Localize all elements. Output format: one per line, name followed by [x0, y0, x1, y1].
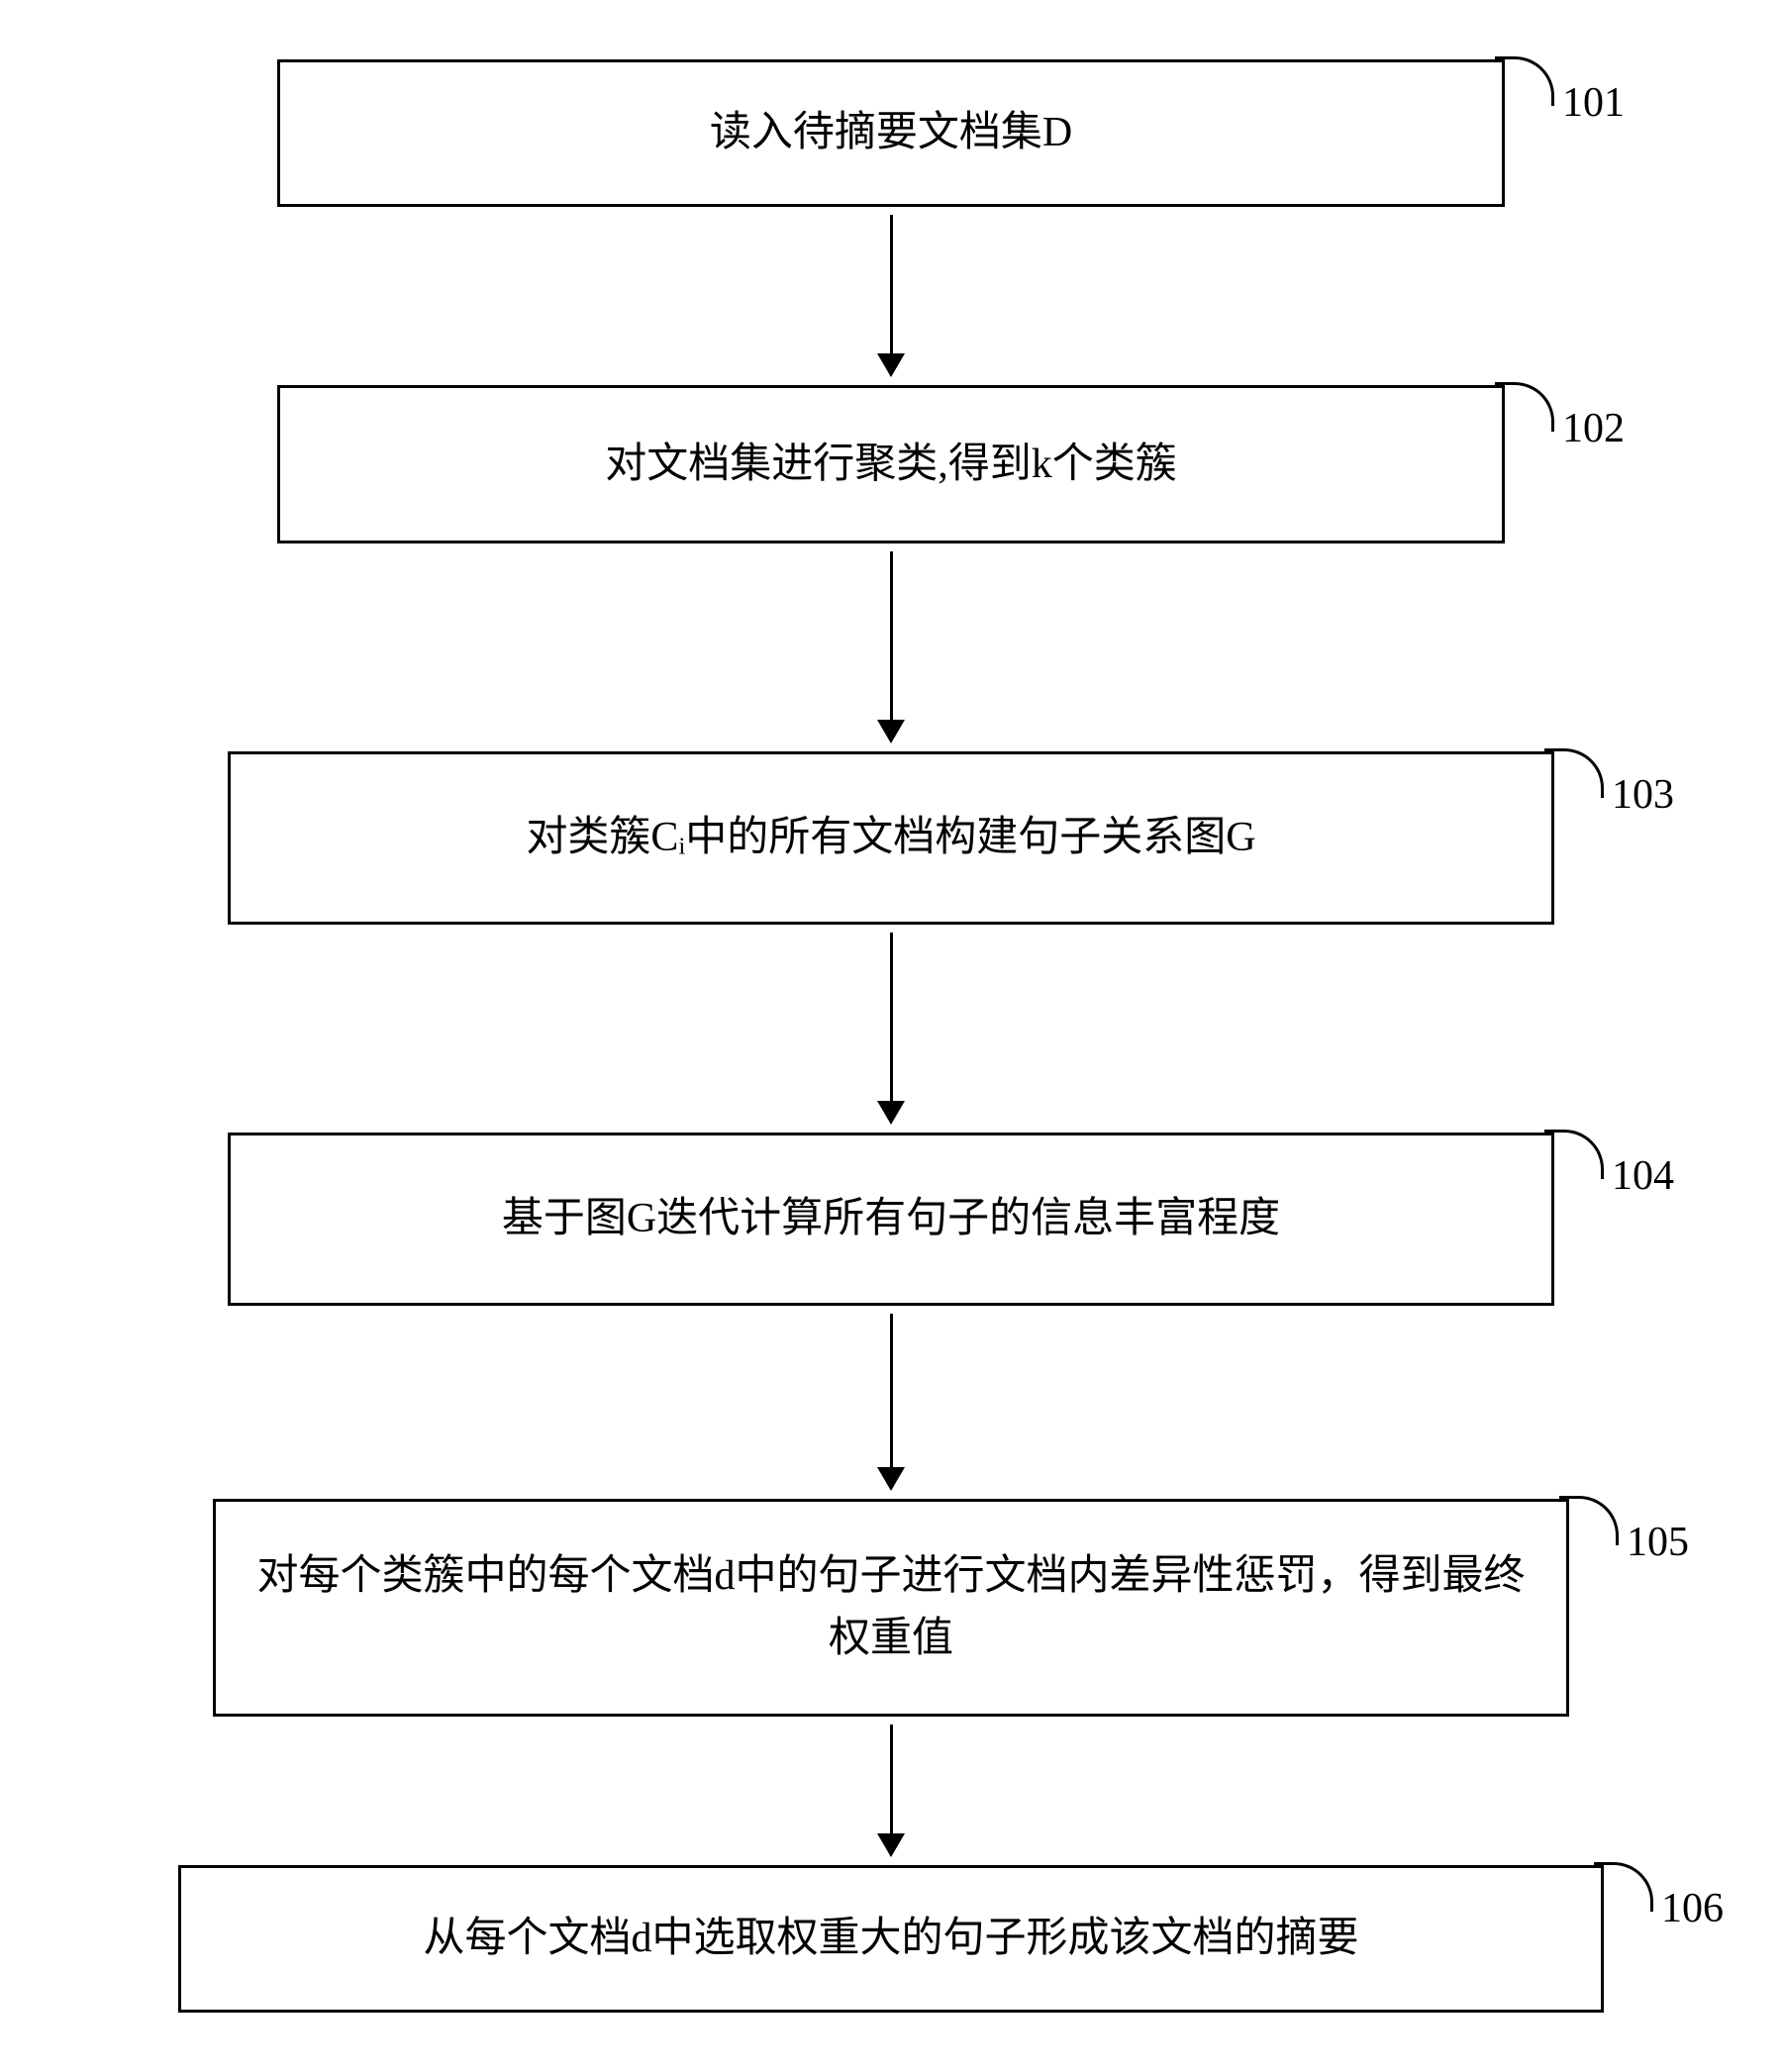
label-curve	[1559, 1496, 1619, 1545]
node-label-connector-104: 104	[1544, 1125, 1674, 1200]
node-label-text: 102	[1562, 405, 1625, 452]
node-wrapper-106: 从每个文档d中选取权重大的句子形成该文档的摘要 106	[40, 1865, 1742, 2013]
node-label-text: 106	[1661, 1885, 1724, 1932]
node-wrapper-104: 基于图G迭代计算所有句子的信息丰富程度 104	[40, 1133, 1742, 1306]
node-label-text: 101	[1562, 79, 1625, 127]
node-text: 基于图G迭代计算所有句子的信息丰富程度	[502, 1188, 1280, 1250]
arrow-after-105	[877, 1725, 905, 1857]
node-text: 对类簇Cᵢ中的所有文档构建句子关系图G	[526, 807, 1255, 869]
flowchart-node-101: 读入待摘要文档集D	[277, 59, 1505, 207]
arrow-head-icon	[877, 1101, 905, 1125]
node-label-connector-102: 102	[1495, 377, 1625, 452]
flowchart-node-104: 基于图G迭代计算所有句子的信息丰富程度	[228, 1133, 1554, 1306]
arrow-after-102	[877, 551, 905, 743]
node-text: 对每个类簇中的每个文档d中的句子进行文档内差异性惩罚，得到最终权重值	[246, 1545, 1536, 1670]
flowchart-node-106: 从每个文档d中选取权重大的句子形成该文档的摘要	[178, 1865, 1604, 2013]
arrow-line	[890, 1725, 893, 1833]
node-label-text: 105	[1627, 1519, 1689, 1566]
label-curve	[1495, 382, 1554, 432]
node-text: 对文档集进行聚类,得到k个类簇	[605, 434, 1177, 496]
arrow-line	[890, 215, 893, 353]
label-curve	[1495, 56, 1554, 106]
node-wrapper-102: 对文档集进行聚类,得到k个类簇 102	[40, 385, 1742, 543]
node-text: 读入待摘要文档集D	[710, 102, 1072, 164]
node-wrapper-101: 读入待摘要文档集D 101	[40, 59, 1742, 207]
arrow-after-103	[877, 933, 905, 1125]
arrow-line	[890, 1314, 893, 1467]
node-label-connector-103: 103	[1544, 743, 1674, 819]
flowchart-node-103: 对类簇Cᵢ中的所有文档构建句子关系图G	[228, 751, 1554, 925]
arrow-head-icon	[877, 353, 905, 377]
arrow-after-104	[877, 1314, 905, 1491]
label-curve	[1594, 1862, 1653, 1912]
arrow-after-101	[877, 215, 905, 377]
flowchart-container: 读入待摘要文档集D 101 对文档集进行聚类,得到k个类簇 102 对类簇Cᵢ中的所有文…	[40, 59, 1742, 2013]
node-label-connector-101: 101	[1495, 51, 1625, 127]
label-curve	[1544, 748, 1604, 798]
flowchart-node-105: 对每个类簇中的每个文档d中的句子进行文档内差异性惩罚，得到最终权重值	[213, 1499, 1569, 1717]
label-curve	[1544, 1130, 1604, 1179]
arrow-head-icon	[877, 720, 905, 743]
arrow-line	[890, 551, 893, 720]
arrow-line	[890, 933, 893, 1101]
node-label-text: 104	[1612, 1152, 1674, 1200]
flowchart-node-102: 对文档集进行聚类,得到k个类簇	[277, 385, 1505, 543]
node-label-text: 103	[1612, 771, 1674, 819]
arrow-head-icon	[877, 1833, 905, 1857]
node-label-connector-106: 106	[1594, 1857, 1724, 1932]
node-label-connector-105: 105	[1559, 1491, 1689, 1566]
arrow-head-icon	[877, 1467, 905, 1491]
node-wrapper-103: 对类簇Cᵢ中的所有文档构建句子关系图G 103	[40, 751, 1742, 925]
node-text: 从每个文档d中选取权重大的句子形成该文档的摘要	[423, 1908, 1358, 1970]
node-wrapper-105: 对每个类簇中的每个文档d中的句子进行文档内差异性惩罚，得到最终权重值 105	[40, 1499, 1742, 1717]
